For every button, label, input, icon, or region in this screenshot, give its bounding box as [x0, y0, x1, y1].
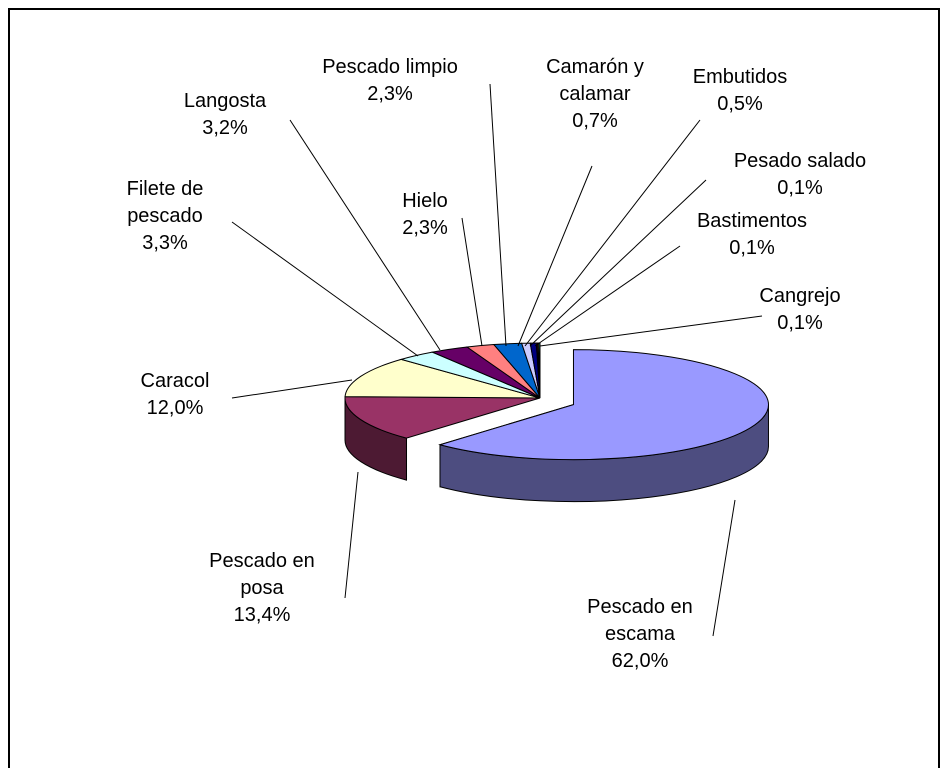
leader-line: [231, 221, 419, 357]
value-label: 0,5%: [717, 93, 763, 115]
leader-line: [517, 165, 593, 347]
category-label: Cangrejo: [759, 285, 841, 307]
value-label: 62,0%: [611, 650, 669, 672]
value-label: 12,0%: [146, 397, 204, 419]
data-label: Hielo 2,3%: [380, 188, 470, 242]
data-label: Pesado salado 0,1%: [700, 148, 900, 202]
value-label: 0,1%: [777, 177, 823, 199]
chart-frame: [8, 8, 940, 768]
leader-line: [231, 379, 353, 399]
category-label: Pescado limpio: [322, 56, 458, 78]
data-label: Langosta 3,2%: [160, 88, 290, 142]
slice: [438, 349, 769, 461]
leader-line: [489, 83, 507, 347]
value-label: 3,2%: [202, 117, 248, 139]
leader-line: [712, 499, 736, 637]
category-label: Embutidos: [692, 66, 788, 88]
data-label: Pescado limpio 2,3%: [290, 54, 490, 108]
leader-line: [289, 119, 441, 351]
data-label: Pescado en posa 13,4%: [197, 548, 327, 629]
leader-line: [524, 119, 701, 347]
data-label: Cangrejo 0,1%: [700, 283, 900, 337]
leader-line: [461, 217, 483, 347]
value-label: 3,3%: [142, 232, 188, 254]
leader-line: [534, 245, 681, 347]
slice: [344, 396, 541, 439]
data-label: Embutidos 0,5%: [640, 64, 840, 118]
value-label: 13,4%: [233, 604, 291, 626]
leader-line: [539, 315, 763, 347]
category-label: Pescado en escama: [587, 596, 693, 645]
category-label: Langosta: [183, 90, 267, 112]
category-label: Caracol: [140, 370, 210, 392]
category-label: Camarón y calamar: [546, 56, 644, 105]
data-label: Pescado en escama 62,0%: [575, 594, 705, 675]
value-label: 2,3%: [367, 83, 413, 105]
data-label: Camarón y calamar 0,7%: [540, 54, 650, 135]
leader-line: [529, 179, 707, 347]
value-label: 2,3%: [402, 217, 448, 239]
value-label: 0,1%: [777, 312, 823, 334]
category-label: Filete de pescado: [126, 178, 204, 227]
data-label: Caracol 12,0%: [110, 368, 240, 422]
data-label: Filete de pescado 3,3%: [110, 176, 220, 257]
data-label: Bastimentos 0,1%: [652, 208, 852, 262]
category-label: Bastimentos: [696, 210, 808, 232]
category-label: Hielo: [402, 190, 448, 212]
value-label: 0,7%: [572, 110, 618, 132]
category-label: Pescado en posa: [209, 550, 315, 599]
leader-line: [344, 471, 359, 599]
value-label: 0,1%: [729, 237, 775, 259]
category-label: Pesado salado: [733, 150, 867, 172]
slice: [344, 358, 541, 399]
